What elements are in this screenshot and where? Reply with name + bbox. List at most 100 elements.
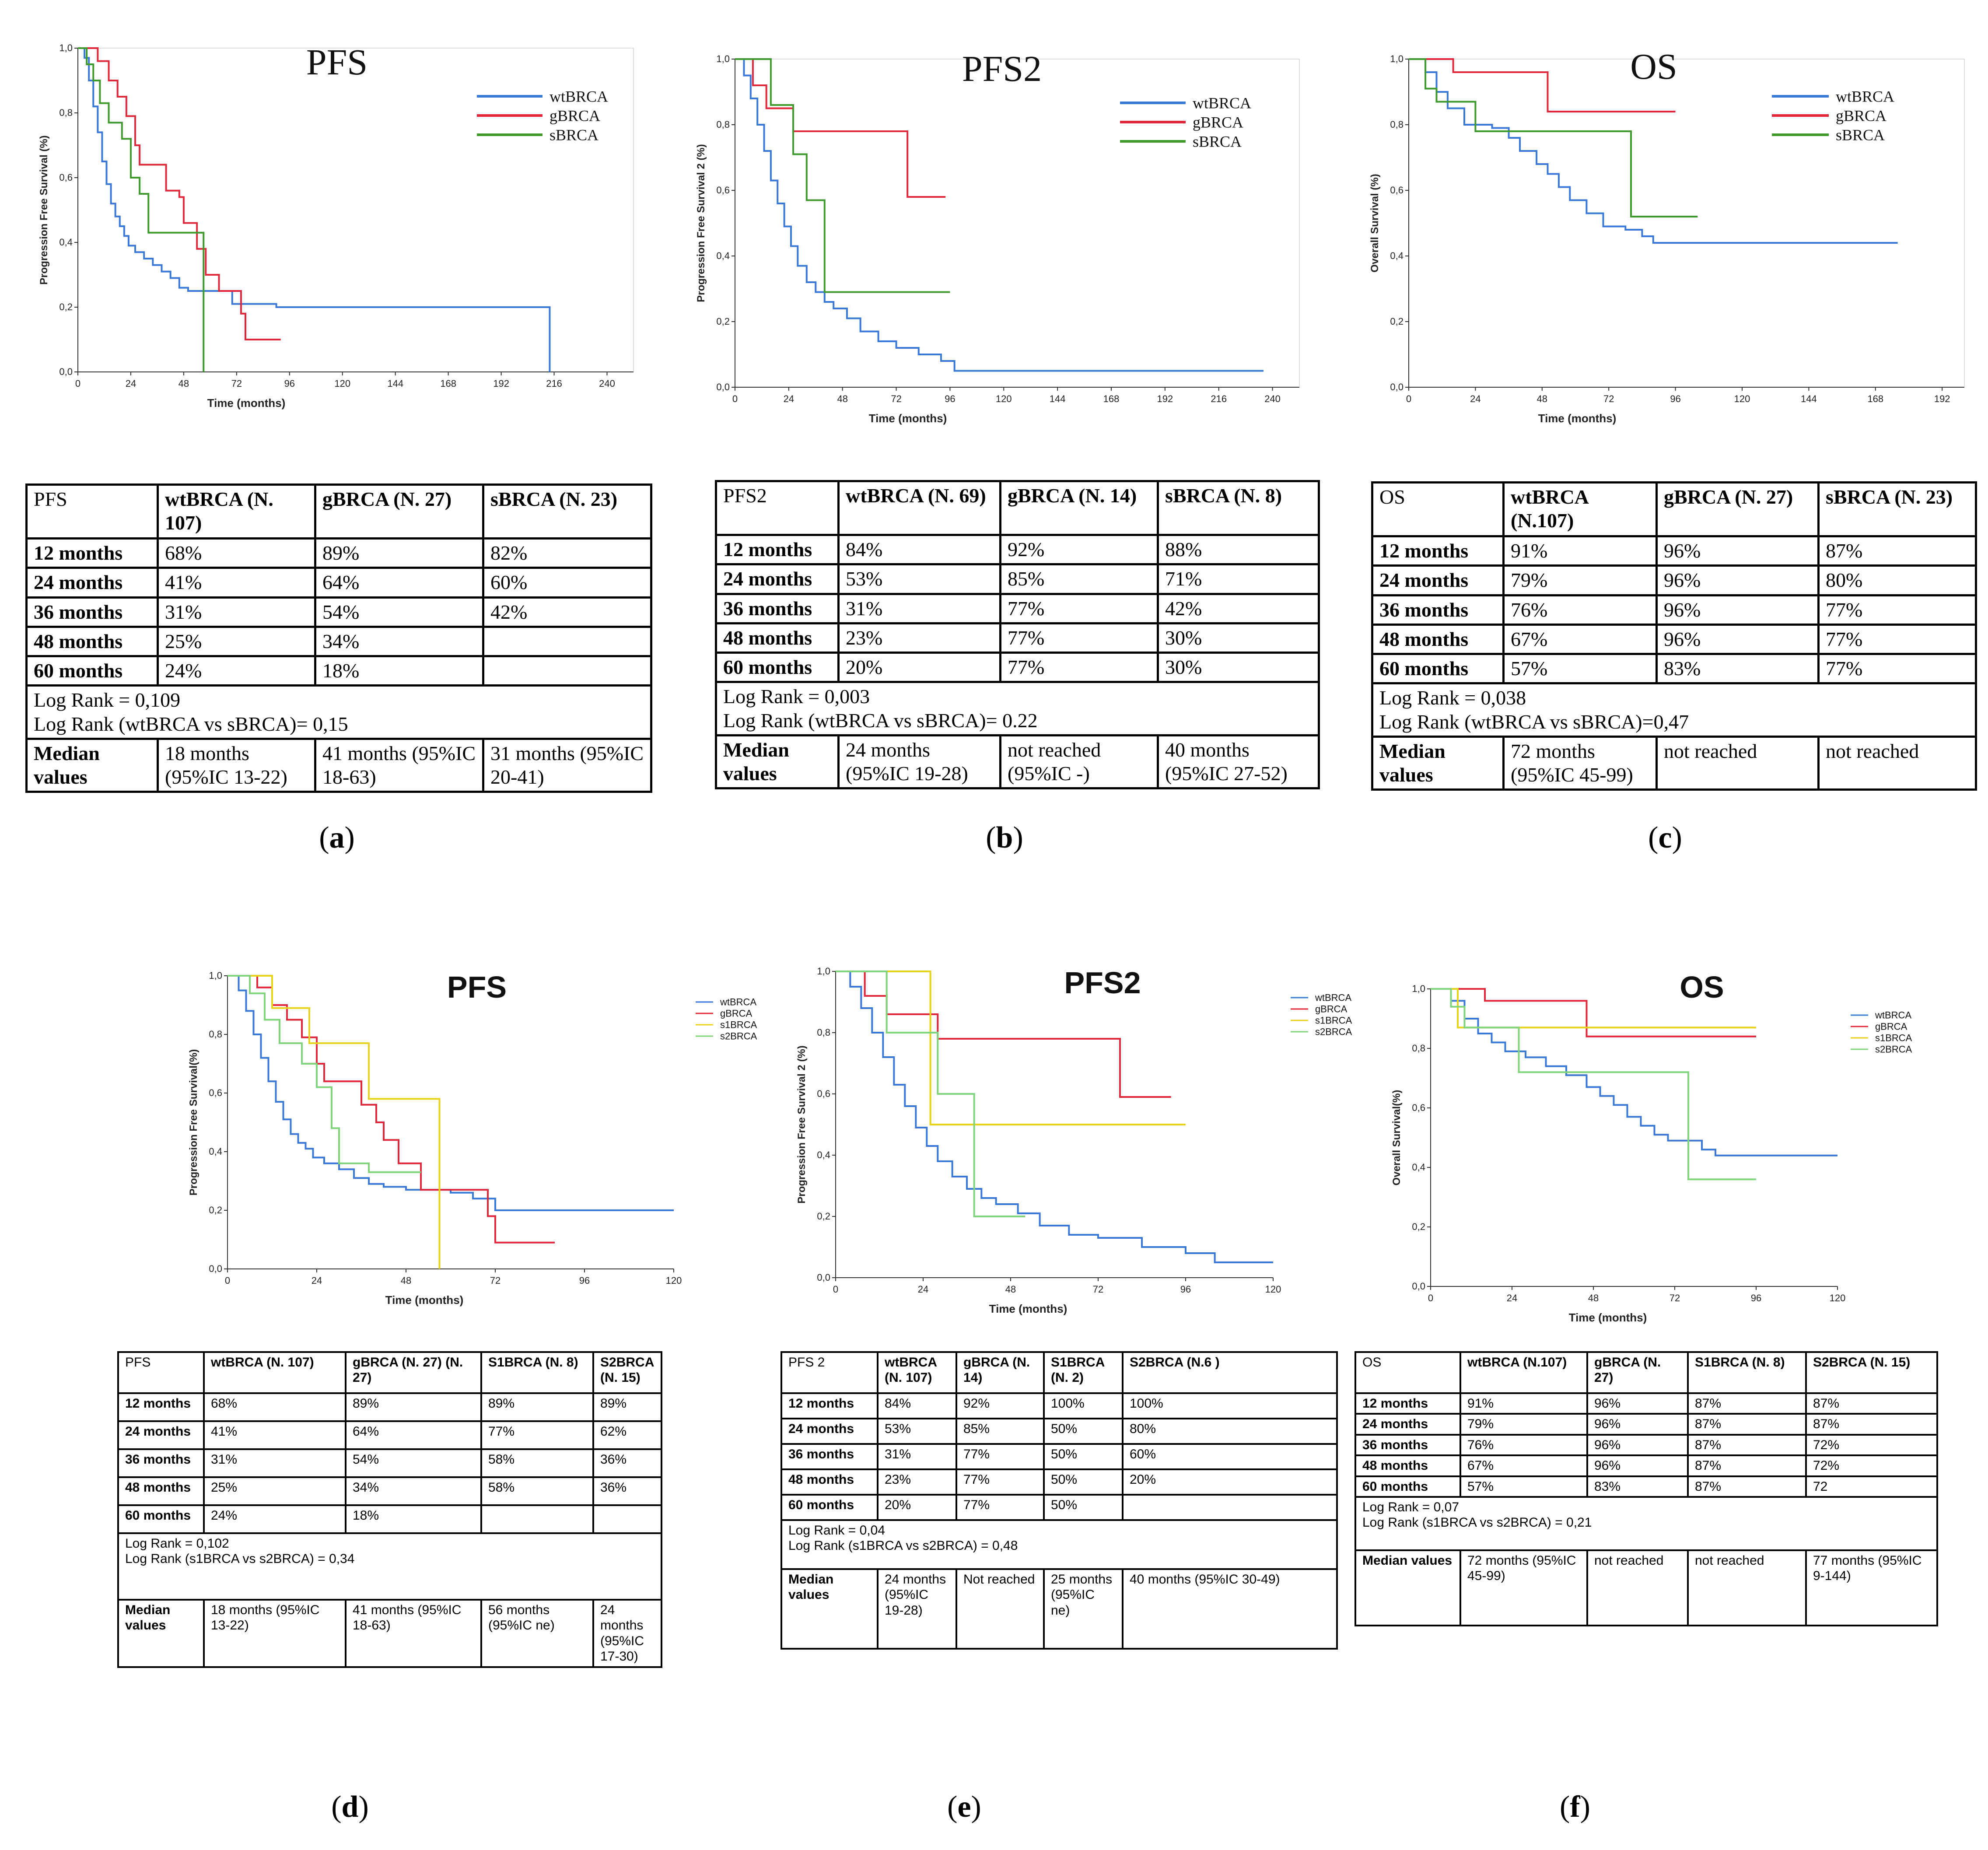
logrank-row: Log Rank = 0,038 Log Rank (wtBRCA vs sBRC… [1371, 682, 1977, 738]
table-cell: 20% [877, 1494, 957, 1521]
table-cell [482, 625, 652, 658]
y-tick-label: 0,4 [209, 1146, 222, 1157]
table-row: 24 months 53% 85% 71% [715, 563, 1320, 595]
table-header-cell: wtBRCA (N.107) [1502, 481, 1658, 537]
table-header-cell: gBRCA (N. 27) (N. 27) [345, 1351, 482, 1394]
x-tick-label: 96 [1180, 1284, 1191, 1295]
table-header-cell: OS [1354, 1351, 1461, 1394]
median-cell: 41 months (95%IC 18-63) [314, 737, 484, 793]
median-cell: Not reached [956, 1568, 1045, 1650]
table-cell: 87% [1687, 1413, 1807, 1436]
legend-label-gBRCA: gBRCA [1315, 1004, 1348, 1015]
table-cell: 31% [877, 1443, 957, 1470]
table-cell: 31% [157, 596, 316, 628]
legend-label-gBRCA: gBRCA [550, 107, 600, 125]
table-cell: 96% [1656, 535, 1820, 567]
table-cell: 89% [314, 537, 484, 569]
legend-label-s1BRCA: s1BRCA [1315, 1015, 1352, 1026]
table-header-cell: gBRCA (N. 14) [956, 1351, 1045, 1394]
table-cell: 96% [1586, 1392, 1689, 1415]
x-tick-label: 0 [75, 378, 80, 389]
y-tick-label: 0,2 [817, 1211, 830, 1222]
y-tick-label: 0,4 [1412, 1162, 1425, 1173]
table-cell: 25% [203, 1476, 346, 1506]
table-cell: 18% [345, 1504, 482, 1534]
x-tick-label: 168 [440, 378, 456, 389]
y-tick-label: 0,2 [209, 1205, 222, 1216]
table-cell: 36 months [715, 592, 840, 624]
y-axis-label: Progression Free Survival(%) [188, 1049, 200, 1196]
median-label: Median values [1354, 1549, 1461, 1626]
chart-d: 0 24 48 72 96 120 0,0 0,2 0,4 0,6 0,8 1,0 Time (mont… [188, 970, 757, 1307]
table-cell: 54% [345, 1448, 482, 1478]
legend-label-s2BRCA: s2BRCA [720, 1031, 757, 1042]
legend-label-wtBRCA: wtBRCA [1315, 992, 1351, 1003]
table-cell: 18% [314, 655, 484, 687]
table-cell: 60 months [117, 1504, 205, 1534]
table-cell: 92% [956, 1392, 1045, 1419]
table-cell: 12 months [1371, 535, 1505, 567]
series-line-s1BRCA [228, 975, 441, 1269]
table-cell: 12 months [1354, 1392, 1461, 1415]
table-cell: 72% [1805, 1433, 1938, 1457]
table-row: 24 months 41% 64% 60% [25, 567, 652, 599]
chart-f: 0 24 48 72 96 120 0,0 0,2 0,4 0,6 0,8 1,0 Time (mont… [1391, 970, 1912, 1324]
table-a: PFS wtBRCA (N. 107) gBRCA (N. 27) sBRCA … [25, 484, 652, 793]
table-header-cell: gBRCA (N. 14) [999, 480, 1159, 536]
table-cell: 53% [877, 1418, 957, 1445]
x-tick-label: 24 [312, 1275, 322, 1286]
logrank-text: Log Rank = 0,109 [34, 689, 181, 711]
x-tick-label: 72 [231, 378, 242, 389]
series-line-gBRCA [1431, 988, 1756, 1037]
legend-label-sBRCA: sBRCA [1836, 126, 1885, 144]
x-tick-label: 168 [1867, 393, 1883, 404]
table-cell: 12 months [117, 1392, 205, 1422]
table-cell: 53% [837, 563, 1001, 595]
table-header-row: PFS wtBRCA (N. 107) gBRCA (N. 27) (N. 27… [117, 1351, 662, 1394]
chart-a: 0 24 48 72 96 120 144 168 192 216 240 0,0 0,2 0,4 0,6 0… [38, 42, 634, 410]
table-header-cell: S2BRCA (N.6 ) [1122, 1351, 1338, 1394]
table-cell: 50% [1043, 1443, 1124, 1470]
table-cell: 48 months [715, 622, 840, 654]
table-header-cell: wtBRCA (N. 107) [203, 1351, 346, 1394]
table-cell: 77% [999, 592, 1159, 624]
x-axis-label: Time (months) [207, 396, 286, 410]
table-cell: 48 months [117, 1476, 205, 1506]
table-cell: 34% [345, 1476, 482, 1506]
table-cell: 71% [1157, 563, 1320, 595]
series-line-gBRCA [78, 47, 281, 340]
median-cell: 25 months (95%IC ne) [1043, 1568, 1124, 1650]
y-tick-label: 0,8 [209, 1029, 222, 1040]
table-cell: 87% [1687, 1454, 1807, 1477]
table-cell: 25% [157, 625, 316, 658]
median-row: Median values 24 months (95%IC 19-28) no… [715, 734, 1320, 790]
table-cell: 87% [1687, 1433, 1807, 1457]
median-cell: not reached (95%IC -) [999, 734, 1159, 790]
table-cell: 36 months [1354, 1433, 1461, 1457]
table-cell: 87% [1817, 535, 1977, 567]
chart-title: OS [1680, 970, 1724, 1004]
table-header-cell: OS [1371, 481, 1505, 537]
chart-b: 0 24 48 72 96 120 144 168 192 216 240 0,0 0,2 0,4 0,6 0… [695, 49, 1300, 425]
table-cell: 84% [877, 1392, 957, 1419]
y-tick-label: 0,6 [817, 1088, 830, 1099]
table-header-cell: wtBRCA (N.107) [1460, 1351, 1588, 1394]
table-row: 48 months 25% 34% [25, 625, 652, 658]
legend-label-wtBRCA: wtBRCA [720, 997, 756, 1008]
table-row: 60 months 24% 18% [117, 1504, 662, 1534]
logrank-text: Log Rank (wtBRCA vs sBRCA)= 0.22 [723, 709, 1038, 732]
y-tick-label: 0,6 [716, 185, 730, 196]
series-line-s2BRCA [228, 975, 421, 1173]
y-tick-label: 0,0 [1412, 1281, 1425, 1292]
table-cell: 77% [1817, 623, 1977, 655]
x-axis-label: Time (months) [385, 1293, 464, 1307]
x-tick-label: 96 [579, 1275, 590, 1286]
median-row: Median values 18 months (95%IC 13-22) 41… [25, 737, 652, 793]
table-cell: 89% [345, 1392, 482, 1422]
table-cell: 48 months [1354, 1454, 1461, 1477]
x-tick-label: 96 [945, 393, 955, 404]
table-header-row: PFS2 wtBRCA (N. 69) gBRCA (N. 14) sBRCA … [715, 480, 1320, 536]
table-cell: 50% [1043, 1494, 1124, 1521]
